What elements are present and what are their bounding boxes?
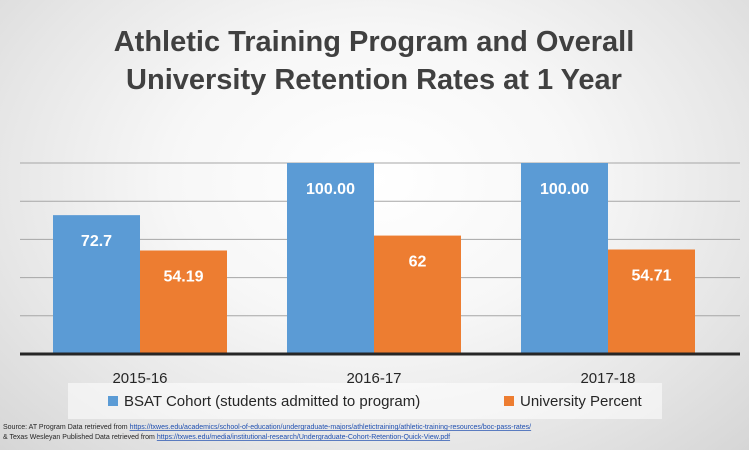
source-link-2[interactable]: https://txwes.edu/media/institutional-re… [157, 434, 450, 441]
bar-bsat-cohort-2017-18 [521, 163, 608, 354]
bar-university-percent-2017-18 [608, 249, 695, 354]
legend: BSAT Cohort (students admitted to progra… [68, 383, 662, 419]
data-label-university-percent-2017-18: 54.71 [631, 268, 671, 285]
data-label-bsat-cohort-2017-18: 100.00 [540, 181, 589, 198]
data-label-bsat-cohort-2015-16: 72.7 [81, 233, 112, 250]
legend-background [68, 383, 662, 419]
source-line-1: Source: AT Program Data retrieved from h… [3, 424, 531, 431]
x-tick-label-2017-18: 2017-18 [580, 370, 635, 387]
data-label-bsat-cohort-2016-17: 100.00 [306, 181, 355, 198]
legend-swatch-bsat-cohort [108, 396, 118, 406]
chart-title-line-2: University Retention Rates at 1 Year [126, 64, 622, 96]
source-line-2: & Texas Wesleyan Published Data retrieve… [3, 434, 450, 441]
data-label-university-percent-2015-16: 54.19 [163, 268, 203, 285]
x-tick-label-2016-17: 2016-17 [346, 370, 401, 387]
source-line-1-prefix: Source: AT Program Data retrieved from [3, 424, 130, 431]
x-tick-labels: 2015-16 2016-17 2017-18 [112, 370, 635, 387]
legend-label-bsat-cohort: BSAT Cohort (students admitted to progra… [124, 393, 420, 410]
chart-title-line-1: Athletic Training Program and Overall [114, 26, 635, 58]
bar-data-labels: 72.7 54.19 100.00 62 100.00 54.71 [81, 181, 672, 285]
data-label-university-percent-2016-17: 62 [409, 254, 427, 271]
source-line-2-prefix: & Texas Wesleyan Published Data retrieve… [3, 434, 157, 441]
source-link-1[interactable]: https://txwes.edu/academics/school-of-ed… [130, 424, 532, 431]
legend-swatch-university-percent [504, 396, 514, 406]
source-note: Source: AT Program Data retrieved from h… [3, 424, 531, 441]
bar-university-percent-2016-17 [374, 235, 461, 354]
bars [53, 163, 695, 354]
bar-bsat-cohort-2016-17 [287, 163, 374, 354]
bar-university-percent-2015-16 [140, 250, 227, 354]
x-tick-label-2015-16: 2015-16 [112, 370, 167, 387]
legend-label-university-percent: University Percent [520, 393, 643, 410]
bar-bsat-cohort-2015-16 [53, 215, 140, 354]
